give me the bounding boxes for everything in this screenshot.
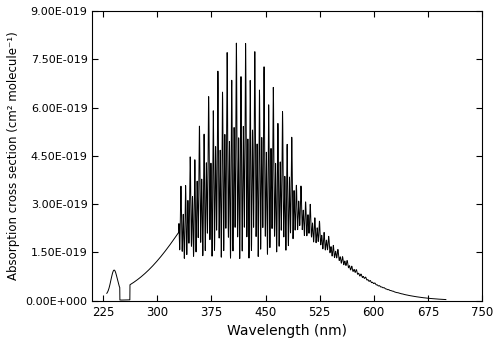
Y-axis label: Absorption cross section (cm² molecule⁻¹): Absorption cross section (cm² molecule⁻¹… xyxy=(7,31,20,280)
X-axis label: Wavelength (nm): Wavelength (nm) xyxy=(227,324,347,338)
